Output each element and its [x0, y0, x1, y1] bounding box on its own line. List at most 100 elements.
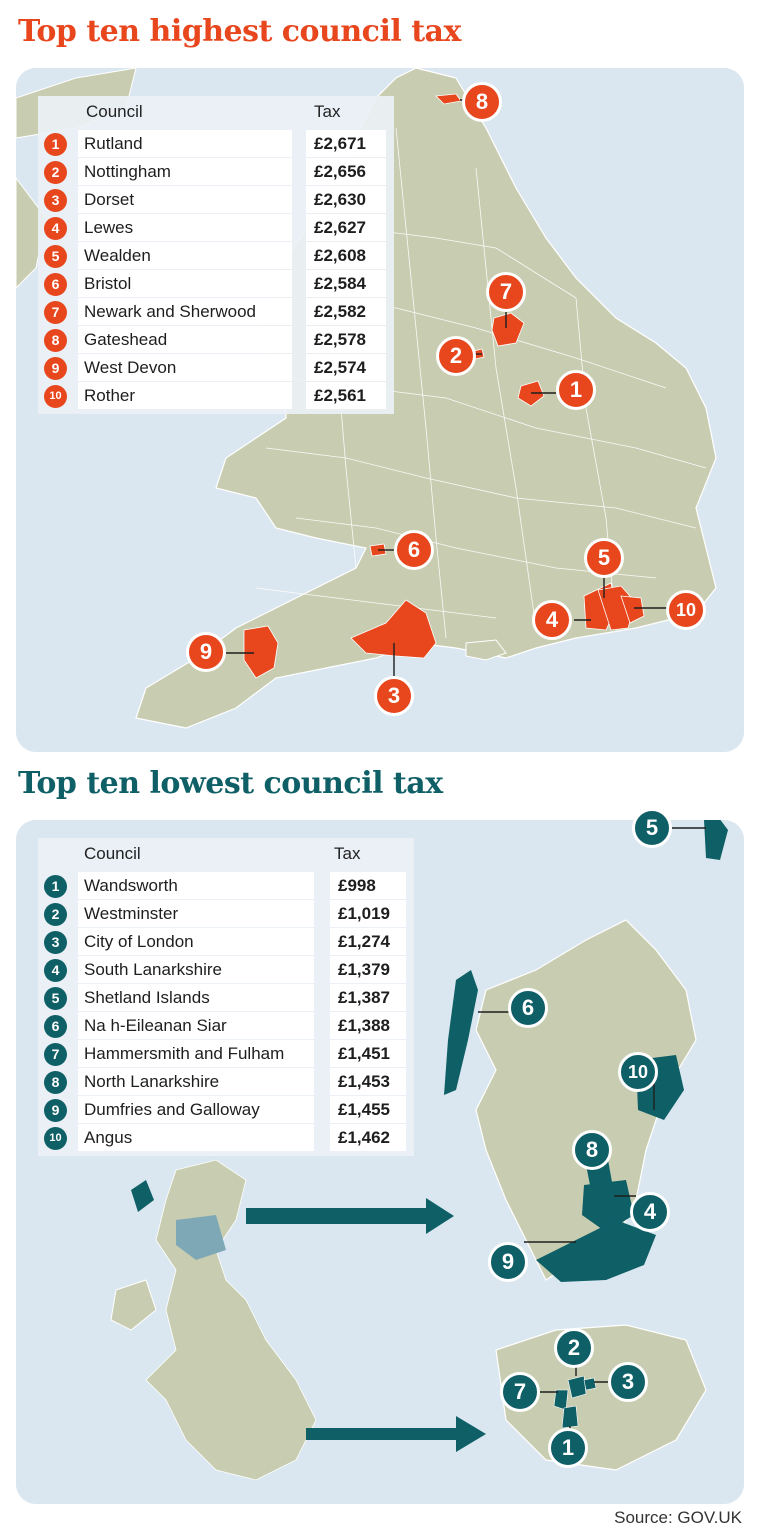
- tax-value: £998: [330, 872, 406, 899]
- rank-badge: 4: [44, 217, 67, 240]
- tax-value: £1,019: [330, 900, 406, 927]
- lowest-legend-table: Council Tax 1 Wandsworth £998 2 Westminster £…: [38, 838, 414, 1156]
- council-name: South Lanarkshire: [78, 956, 314, 983]
- tax-value: £2,584: [306, 270, 386, 297]
- council-name: West Devon: [78, 354, 292, 381]
- council-name: Newark and Sherwood: [78, 298, 292, 325]
- council-name: Bristol: [78, 270, 292, 297]
- map-marker-8: 8: [572, 1130, 612, 1170]
- map-marker-3: 3: [608, 1362, 648, 1402]
- tax-value: £1,455: [330, 1096, 406, 1123]
- south-lanarkshire-area: [582, 1180, 634, 1232]
- council-name: Rutland: [78, 130, 292, 157]
- council-name: Rother: [78, 382, 292, 409]
- west-devon-area: [243, 625, 279, 679]
- rank-badge: 3: [44, 189, 67, 212]
- map-marker-5: 5: [632, 808, 672, 848]
- council-name: Dorset: [78, 186, 292, 213]
- rank-badge: 6: [44, 273, 67, 296]
- map-marker-4: 4: [532, 600, 572, 640]
- rank-badge: 9: [44, 1099, 67, 1122]
- city-of-london-area: [583, 1377, 597, 1391]
- council-name: Lewes: [78, 214, 292, 241]
- table-row: 3 Dorset £2,630: [38, 186, 394, 214]
- tax-value: £2,608: [306, 242, 386, 269]
- council-header: Council: [86, 102, 143, 121]
- rank-badge: 3: [44, 931, 67, 954]
- dorset-area: [350, 599, 437, 659]
- table-row: 4 South Lanarkshire £1,379: [38, 956, 414, 984]
- tax-value: £2,582: [306, 298, 386, 325]
- table-row: 9 West Devon £2,574: [38, 354, 394, 382]
- table-row: 9 Dumfries and Galloway £1,455: [38, 1096, 414, 1124]
- lowest-title: Top ten lowest council tax: [18, 766, 443, 801]
- council-name: Na h-Eileanan Siar: [78, 1012, 314, 1039]
- shetland-area: [704, 820, 728, 860]
- tax-value: £2,656: [306, 158, 386, 185]
- council-name: Wealden: [78, 242, 292, 269]
- map-marker-9: 9: [186, 632, 226, 672]
- map-marker-6: 6: [508, 988, 548, 1028]
- rank-badge: 7: [44, 1043, 67, 1066]
- map-marker-6: 6: [394, 530, 434, 570]
- table-row: 7 Newark and Sherwood £2,582: [38, 298, 394, 326]
- tax-header: Tax: [334, 844, 361, 863]
- rank-badge: 5: [44, 245, 67, 268]
- rank-badge: 9: [44, 357, 67, 380]
- table-row: 5 Wealden £2,608: [38, 242, 394, 270]
- table-row: 2 Westminster £1,019: [38, 900, 414, 928]
- rank-badge: 2: [44, 903, 67, 926]
- table-row: 3 City of London £1,274: [38, 928, 414, 956]
- source-credit: Source: GOV.UK: [614, 1508, 742, 1527]
- map-marker-8: 8: [462, 82, 502, 122]
- table-row: 5 Shetland Islands £1,387: [38, 984, 414, 1012]
- tax-value: £1,274: [330, 928, 406, 955]
- table-row: 4 Lewes £2,627: [38, 214, 394, 242]
- rank-badge: 6: [44, 1015, 67, 1038]
- map-marker-9: 9: [488, 1242, 528, 1282]
- council-name: Shetland Islands: [78, 984, 314, 1011]
- tax-value: £2,627: [306, 214, 386, 241]
- tax-value: £1,453: [330, 1068, 406, 1095]
- rank-badge: 10: [44, 385, 67, 408]
- map-marker-1: 1: [548, 1428, 588, 1468]
- tax-value: £2,574: [306, 354, 386, 381]
- council-name: Gateshead: [78, 326, 292, 353]
- table-row: 2 Nottingham £2,656: [38, 158, 394, 186]
- table-row: 1 Rutland £2,671: [38, 130, 394, 158]
- map-marker-2: 2: [554, 1328, 594, 1368]
- rank-badge: 4: [44, 959, 67, 982]
- council-name: Angus: [78, 1124, 314, 1151]
- tax-value: £1,451: [330, 1040, 406, 1067]
- tax-value: £2,671: [306, 130, 386, 157]
- highest-title: Top ten highest council tax: [18, 14, 461, 49]
- map-marker-3: 3: [374, 676, 414, 716]
- table-row: 6 Bristol £2,584: [38, 270, 394, 298]
- rank-badge: 2: [44, 161, 67, 184]
- map-marker-4: 4: [630, 1192, 670, 1232]
- tax-value: £2,630: [306, 186, 386, 213]
- map-marker-2: 2: [436, 336, 476, 376]
- council-header: Council: [84, 844, 141, 863]
- table-row: 7 Hammersmith and Fulham £1,451: [38, 1040, 414, 1068]
- rank-badge: 8: [44, 329, 67, 352]
- council-name: Westminster: [78, 900, 314, 927]
- rother-area: [620, 595, 645, 624]
- rank-badge: 1: [44, 875, 67, 898]
- hammersmith-fulham-area: [553, 1389, 569, 1411]
- map-marker-1: 1: [556, 370, 596, 410]
- council-name: Hammersmith and Fulham: [78, 1040, 314, 1067]
- table-row: 1 Wandsworth £998: [38, 872, 414, 900]
- tax-header: Tax: [314, 102, 341, 121]
- council-name: City of London: [78, 928, 314, 955]
- map-marker-10: 10: [618, 1052, 658, 1092]
- wandsworth-area: [561, 1405, 579, 1429]
- newark-sherwood-area: [491, 312, 525, 347]
- rank-badge: 7: [44, 301, 67, 324]
- dumfries-galloway-area: [536, 1220, 656, 1282]
- northern-ireland-shape: [110, 1279, 157, 1331]
- tax-value: £1,388: [330, 1012, 406, 1039]
- council-name: Wandsworth: [78, 872, 314, 899]
- table-row: 8 North Lanarkshire £1,453: [38, 1068, 414, 1096]
- rank-badge: 1: [44, 133, 67, 156]
